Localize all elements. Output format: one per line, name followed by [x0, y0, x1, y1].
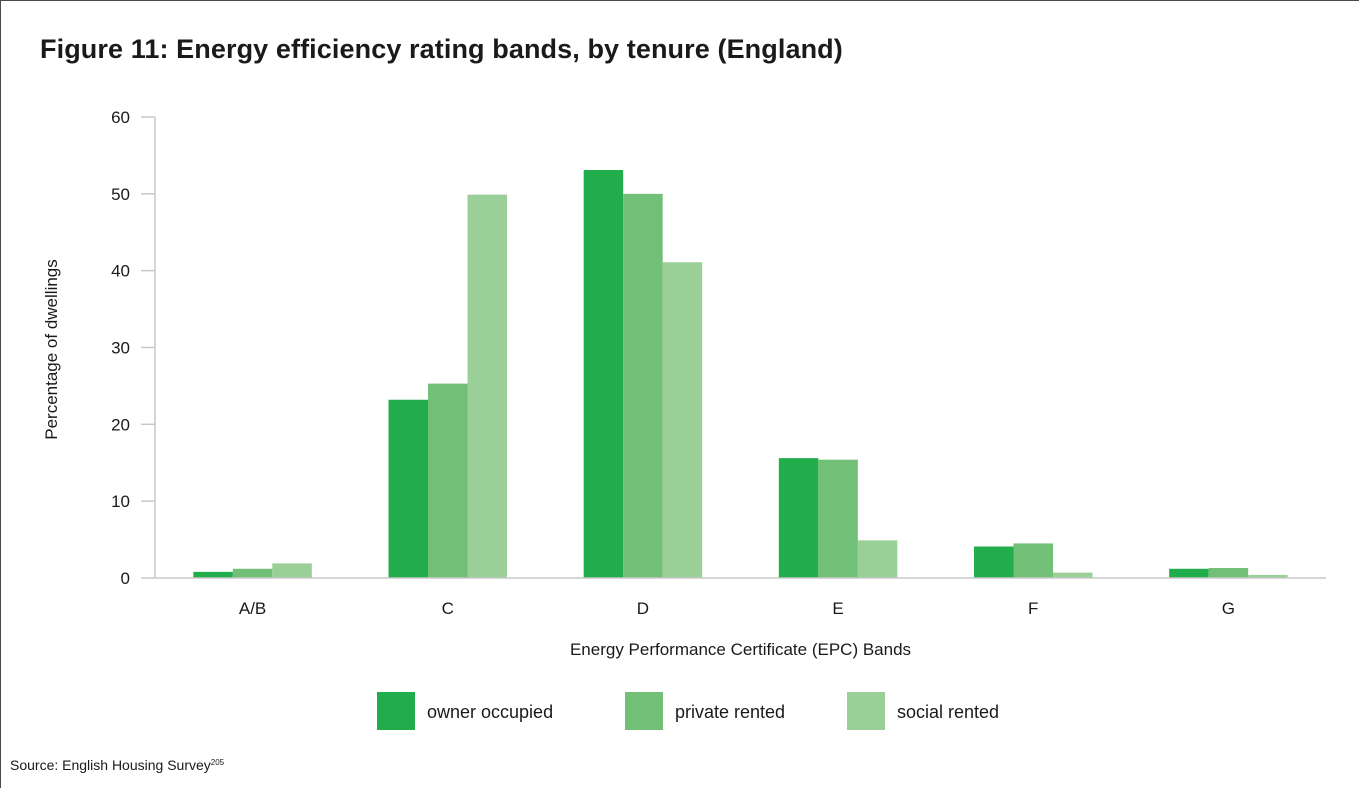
- y-tick-label: 40: [111, 262, 130, 281]
- y-tick-label: 20: [111, 415, 130, 434]
- bar: [818, 459, 858, 578]
- y-axis-label: Percentage of dwellings: [42, 259, 61, 440]
- legend-swatch: [625, 692, 663, 730]
- bar: [1013, 543, 1053, 578]
- chart-title: Figure 11: Energy efficiency rating band…: [40, 34, 843, 64]
- x-tick-label: F: [1028, 599, 1038, 618]
- bar: [193, 571, 233, 578]
- bar: [623, 193, 663, 579]
- y-tick-label: 0: [121, 569, 130, 588]
- legend-swatch: [377, 692, 415, 730]
- x-tick-label: E: [832, 599, 843, 618]
- bar: [428, 383, 468, 578]
- source-text: Source: English Housing Survey: [10, 757, 211, 773]
- x-tick-label: D: [637, 599, 649, 618]
- bar: [1208, 568, 1249, 578]
- y-tick-label: 60: [111, 108, 130, 127]
- x-tick-label: A/B: [239, 599, 266, 618]
- bar: [778, 458, 819, 578]
- bar: [1169, 568, 1209, 578]
- bar: [467, 194, 507, 578]
- legend-swatch: [847, 692, 885, 730]
- bar: [272, 563, 312, 578]
- y-tick-label: 30: [111, 339, 130, 358]
- x-tick-label: G: [1222, 599, 1235, 618]
- bar: [1053, 572, 1093, 578]
- bar: [662, 262, 703, 578]
- source-footnote-ref: 205: [210, 758, 225, 767]
- legend-label: social rented: [897, 702, 999, 722]
- x-axis-label: Energy Performance Certificate (EPC) Ban…: [570, 640, 911, 659]
- source-note: Source: English Housing Survey205: [10, 757, 224, 773]
- bar: [974, 546, 1014, 578]
- legend-label: owner occupied: [427, 702, 553, 722]
- bar: [857, 540, 898, 578]
- bar: [1248, 574, 1288, 578]
- bar: [583, 170, 624, 578]
- x-tick-label: C: [442, 599, 454, 618]
- bar: [232, 568, 273, 578]
- y-tick-label: 10: [111, 492, 130, 511]
- y-tick-label: 50: [111, 185, 130, 204]
- bar: [388, 399, 428, 578]
- legend-label: private rented: [675, 702, 785, 722]
